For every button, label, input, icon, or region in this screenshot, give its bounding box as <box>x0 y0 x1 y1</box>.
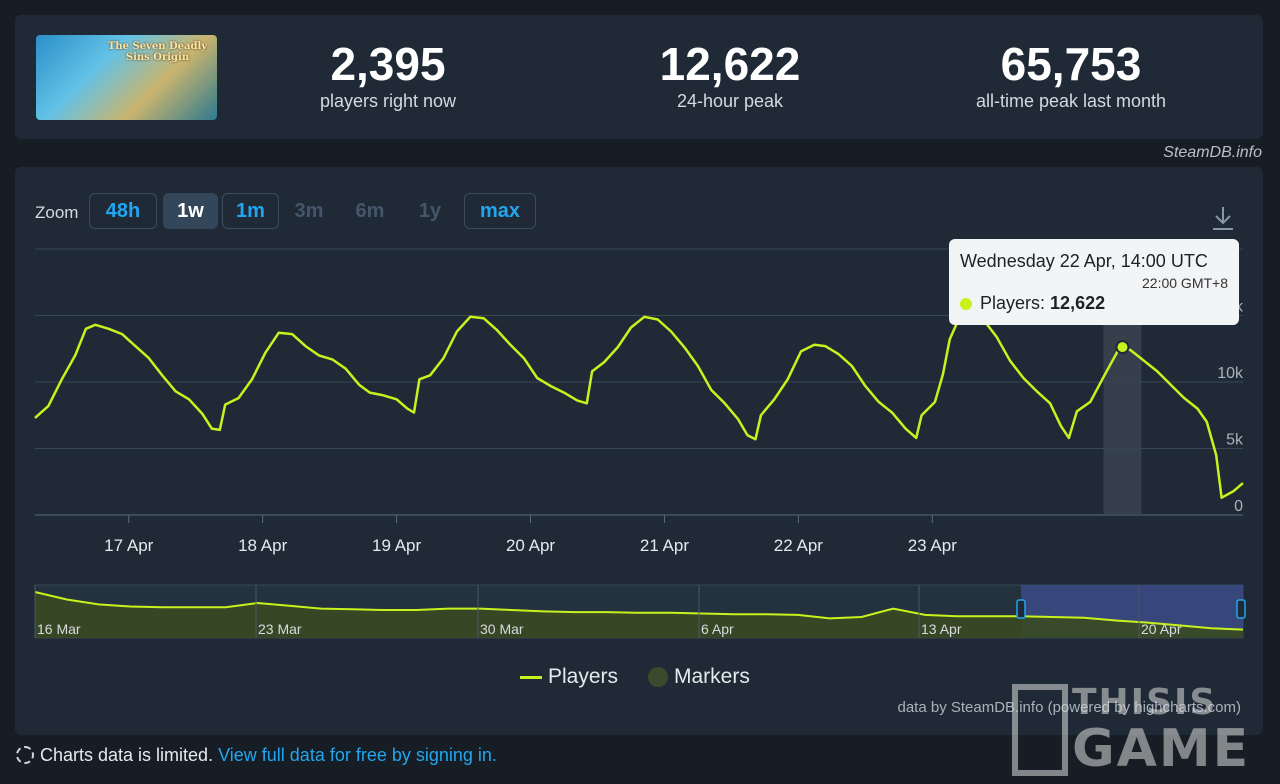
stats-panel: The Seven Deadly Sins Origin 2,395 playe… <box>15 15 1263 139</box>
x-tick-label: 22 Apr <box>774 536 823 555</box>
line-swatch-icon <box>520 675 542 679</box>
zoom-button-max[interactable]: max <box>464 193 536 229</box>
y-tick-label: 5k <box>1226 432 1244 449</box>
footer-notice: Charts data is limited. View full data f… <box>16 745 497 766</box>
navigator-label: 23 Mar <box>258 621 302 637</box>
navigator-label: 20 Apr <box>1141 621 1182 637</box>
stat-label: all-time peak last month <box>975 91 1167 111</box>
navigator[interactable]: 16 Mar 23 Mar 30 Mar 6 Apr 13 Apr 20 Apr <box>34 584 1246 639</box>
x-tick-label: 19 Apr <box>372 536 421 555</box>
legend-item-players[interactable]: Players <box>520 665 618 689</box>
watermark-line1: THISIS <box>1072 682 1218 723</box>
tooltip-subtitle: 22:00 GMT+8 <box>1142 275 1228 291</box>
game-thumbnail[interactable]: The Seven Deadly Sins Origin <box>36 35 217 120</box>
navigator-handle-left[interactable] <box>1016 599 1026 619</box>
stat-label: 24-hour peak <box>676 91 784 111</box>
navigator-handle-right[interactable] <box>1236 599 1246 619</box>
x-tick-label: 20 Apr <box>506 536 555 555</box>
stat-players-now: 2,395 players right now <box>248 39 528 113</box>
series-dot-icon <box>960 298 972 311</box>
legend-label: Markers <box>674 665 750 688</box>
zoom-button-3m: 3m <box>294 200 324 222</box>
tooltip-series-value: 12,622 <box>1050 293 1106 313</box>
zoom-button-6m: 6m <box>355 200 385 222</box>
navigator-label: 30 Mar <box>480 621 524 637</box>
zoom-button-1y: 1y <box>418 200 442 222</box>
navigator-label: 13 Apr <box>921 621 962 637</box>
tooltip-title: Wednesday 22 Apr, 14:00 UTC <box>960 251 1208 271</box>
legend-item-markers[interactable]: Markers <box>648 665 750 689</box>
tooltip: Wednesday 22 Apr, 14:00 UTC 22:00 GMT+8 … <box>949 239 1239 325</box>
stat-24h-peak: 12,622 24-hour peak <box>590 39 870 113</box>
highlight-point <box>1115 340 1130 355</box>
zoom-button-1w[interactable]: 1w <box>163 193 218 229</box>
navigator-area <box>35 592 1243 638</box>
y-tick-label: 10k <box>1217 365 1244 382</box>
watermark-line2: GAME <box>1072 719 1251 779</box>
watermark-logo: THISIS GAME <box>1012 680 1251 779</box>
series-line-players <box>34 314 1244 499</box>
navigator-line <box>34 591 1244 631</box>
zoom-button-1m[interactable]: 1m <box>222 193 279 229</box>
sign-in-link[interactable]: View full data for free by signing in. <box>218 745 497 765</box>
footer-text: Charts data is limited. <box>40 745 214 765</box>
marker-swatch-icon <box>648 667 668 688</box>
dashed-circle-icon <box>16 746 34 764</box>
tooltip-series-label: Players: <box>980 293 1046 313</box>
stat-all-time-peak: 65,753 all-time peak last month <box>931 39 1211 113</box>
navigator-label: 16 Mar <box>37 621 81 637</box>
legend-label: Players <box>548 665 619 688</box>
zoom-button-48h[interactable]: 48h <box>89 193 157 229</box>
stat-value: 65,753 <box>1000 38 1142 90</box>
x-tick-label: 17 Apr <box>104 536 153 555</box>
steamdb-credit-link[interactable]: SteamDB.info <box>1163 144 1262 161</box>
x-tick-label: 23 Apr <box>908 536 957 555</box>
stat-label: players right now <box>319 91 457 111</box>
zoom-label: Zoom <box>35 203 79 222</box>
navigator-label: 6 Apr <box>701 621 734 637</box>
tooltip-series: Players: 12,622 <box>960 293 1105 314</box>
data-credit-link[interactable]: data by SteamDB.info (powered by highcha… <box>897 699 1242 716</box>
download-icon[interactable] <box>1211 205 1235 231</box>
x-tick-label: 18 Apr <box>238 536 287 555</box>
y-tick-label: 0 <box>1234 498 1243 515</box>
stat-value: 2,395 <box>330 38 446 90</box>
x-tick-label: 21 Apr <box>640 536 689 555</box>
stat-value: 12,622 <box>659 38 801 90</box>
game-logo-text: The Seven Deadly Sins Origin <box>107 41 208 63</box>
watermark-grid-icon <box>1012 684 1068 776</box>
